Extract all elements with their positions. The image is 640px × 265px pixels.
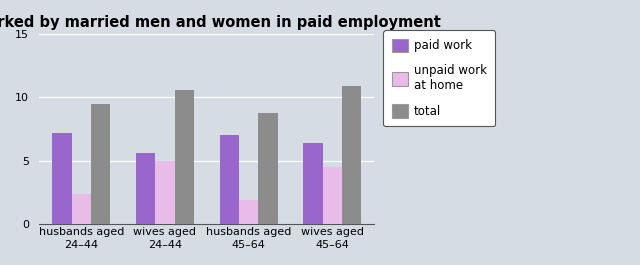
Bar — [342, 86, 361, 224]
Bar — [259, 113, 278, 224]
Bar — [220, 135, 239, 224]
Title: Hours worked by married men and women in paid employment: Hours worked by married men and women in… — [0, 15, 440, 30]
Bar — [323, 167, 342, 224]
Legend: paid work, unpaid work
at home, total: paid work, unpaid work at home, total — [383, 30, 495, 126]
Bar — [175, 90, 194, 224]
Bar — [52, 133, 72, 224]
Bar — [91, 104, 110, 224]
Bar — [72, 194, 91, 224]
Bar — [239, 200, 259, 224]
Bar — [303, 143, 323, 224]
Bar — [156, 161, 175, 224]
Bar — [136, 153, 156, 224]
